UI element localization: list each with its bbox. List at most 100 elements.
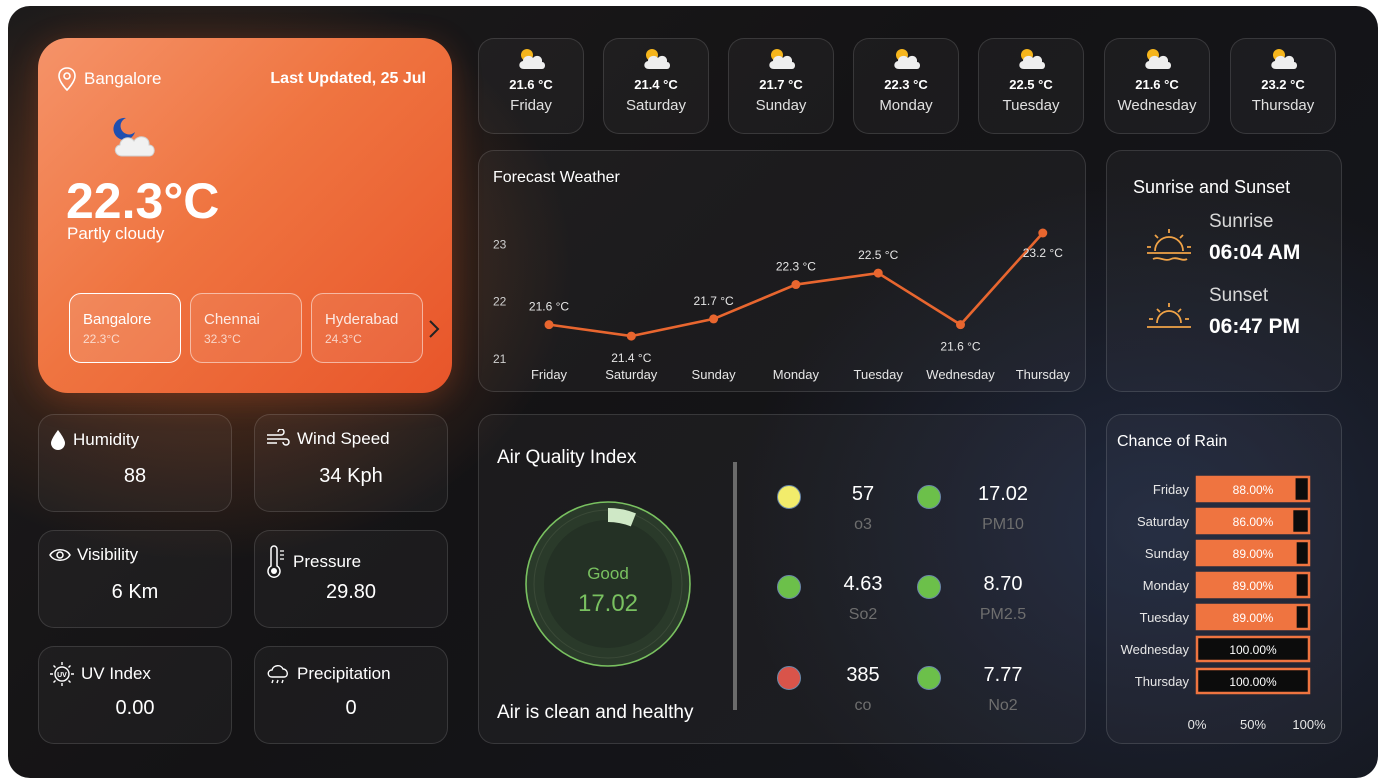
day-name: Thursday: [1251, 97, 1315, 114]
rain-bar: [1197, 509, 1294, 533]
sunset-row: Sunset 06:47 PM: [1143, 285, 1300, 341]
day-card-saturday[interactable]: 21.4 °C Saturday: [603, 38, 709, 134]
wind-speed-label: Wind Speed: [297, 429, 390, 448]
data-label: 21.6 °C: [529, 300, 569, 314]
temperature-point: [791, 280, 801, 290]
day-card-thursday[interactable]: 23.2 °C Thursday: [1230, 38, 1336, 134]
y-tick-label: 21: [493, 352, 507, 366]
dashboard: Bangalore Last Updated, 25 Jul 22.3°C Pa…: [8, 6, 1378, 778]
sunset-time: 06:47 PM: [1209, 315, 1301, 338]
rain-bar: [1197, 605, 1297, 629]
y-category-label: Monday: [1143, 578, 1190, 593]
visibility-value: 6 Km: [111, 581, 159, 603]
data-label: 23.2 °C: [1023, 246, 1063, 260]
air-quality-card: Air Quality Index Good 17.02 Air is clea…: [478, 414, 1086, 744]
partly-cloudy-icon: [1231, 45, 1335, 73]
data-label: 22.3 °C: [776, 260, 816, 274]
rain-bar: [1197, 477, 1296, 501]
partly-cloudy-icon: [854, 45, 958, 73]
partly-cloudy-night-icon: [108, 112, 164, 167]
day-card-wednesday[interactable]: 21.6 °C Wednesday: [1104, 38, 1210, 134]
pollutant-name: So2: [848, 606, 878, 623]
pollutant-so2: 4.63 So2: [777, 573, 917, 624]
city-temp: 22.3°C: [83, 332, 120, 346]
rain-bar: [1197, 573, 1297, 597]
visibility-label: Visibility: [77, 545, 139, 564]
chevron-right-icon: [429, 320, 440, 338]
current-weather-card: Bangalore Last Updated, 25 Jul 22.3°C Pa…: [38, 38, 452, 393]
rain-bar: [1197, 541, 1297, 565]
day-name: Sunday: [755, 97, 807, 114]
uv-sun-icon: UV: [50, 662, 74, 686]
day-temp: 21.6 °C: [1135, 77, 1179, 92]
x-tick-label: Saturday: [605, 367, 658, 382]
next-cities-button[interactable]: [428, 319, 440, 345]
sunrise-sunset-card: Sunrise and Sunset Sunrise 06:04 AM Suns…: [1106, 150, 1342, 392]
gauge-inner: [544, 520, 672, 648]
temperature-point: [544, 320, 554, 330]
aqi-value: 17.02: [578, 590, 638, 617]
sunrise-row: Sunrise 06:04 AM: [1143, 211, 1300, 273]
x-tick-label: Monday: [773, 367, 820, 382]
eye-icon: [49, 549, 71, 561]
sunrise-icon: [1147, 229, 1191, 261]
day-temp: 23.2 °C: [1261, 77, 1305, 92]
partly-cloudy-icon: [729, 45, 833, 73]
day-card-tuesday[interactable]: 22.5 °C Tuesday: [978, 38, 1084, 134]
city-card-bangalore[interactable]: Bangalore 22.3°C: [69, 293, 181, 363]
day-card-monday[interactable]: 22.3 °C Monday: [853, 38, 959, 134]
day-card-sunday[interactable]: 21.7 °C Sunday: [728, 38, 834, 134]
day-card-friday[interactable]: 21.6 °C Friday: [478, 38, 584, 134]
droplet-icon: [51, 430, 65, 450]
y-category-label: Sunday: [1145, 546, 1190, 561]
partly-cloudy-icon: [479, 45, 583, 73]
pollutant-pm25: 8.70 PM2.5: [917, 573, 1057, 624]
pressure-value: 29.80: [325, 581, 377, 603]
pollutant-name: o3: [854, 516, 872, 533]
thermometer-icon: [267, 545, 284, 578]
x-tick-label: Wednesday: [926, 367, 995, 382]
humidity-label: Humidity: [73, 430, 140, 449]
partly-cloudy-icon: [1105, 45, 1209, 73]
data-label: 21.6 °C: [940, 340, 980, 354]
pollutant-value: 57: [851, 483, 875, 505]
city-card-hyderabad[interactable]: Hyderabad 24.3°C: [311, 293, 423, 363]
data-label: 89.00%: [1233, 611, 1274, 625]
pollutant-name: PM2.5: [979, 606, 1027, 623]
pollutant-value: 8.70: [983, 573, 1023, 595]
day-name: Tuesday: [1002, 97, 1060, 114]
pressure-card: Pressure 29.80: [254, 530, 448, 628]
current-temperature: 22.3°C: [66, 173, 220, 229]
wind-speed-value: 34 Kph: [319, 465, 383, 487]
temperature-point: [873, 268, 883, 278]
pollutant-no2: 7.77 No2: [917, 664, 1057, 715]
data-label: 100.00%: [1229, 643, 1277, 657]
pressure-label: Pressure: [293, 552, 362, 571]
y-category-label: Thursday: [1135, 674, 1190, 689]
day-temp: 21.7 °C: [759, 77, 803, 92]
forecast-line-chart: 21 22 23 21.6 °C Friday 21.4 °C Saturday 21.7 °…: [493, 228, 1071, 382]
rain-title: Chance of Rain: [1117, 433, 1228, 450]
pollutant-dot: [777, 575, 801, 599]
x-tick-label: Thursday: [1016, 367, 1071, 382]
pollutant-name: PM10: [982, 516, 1024, 533]
city-temp: 24.3°C: [325, 332, 362, 346]
precipitation-value: 0: [345, 697, 357, 719]
temperature-point: [1038, 228, 1048, 238]
visibility-card: Visibility 6 Km: [38, 530, 232, 628]
sunrise-sunset-title: Sunrise and Sunset: [1133, 177, 1291, 197]
day-temp: 22.5 °C: [1009, 77, 1053, 92]
day-temp: 22.3 °C: [884, 77, 928, 92]
sunrise-label: Sunrise: [1209, 211, 1274, 232]
rain-cloud-icon: [267, 665, 288, 684]
pollutant-value: 4.63: [843, 573, 883, 595]
current-condition: Partly cloudy: [67, 224, 165, 243]
city-name: Hyderabad: [325, 311, 399, 328]
city-card-chennai[interactable]: Chennai 32.3°C: [190, 293, 302, 363]
data-label: 21.4 °C: [611, 351, 651, 365]
data-label: 89.00%: [1233, 547, 1274, 561]
data-label: 89.00%: [1233, 579, 1274, 593]
location-name: Bangalore: [84, 69, 162, 88]
temperature-point: [626, 331, 636, 341]
wind-icon: [267, 429, 290, 446]
